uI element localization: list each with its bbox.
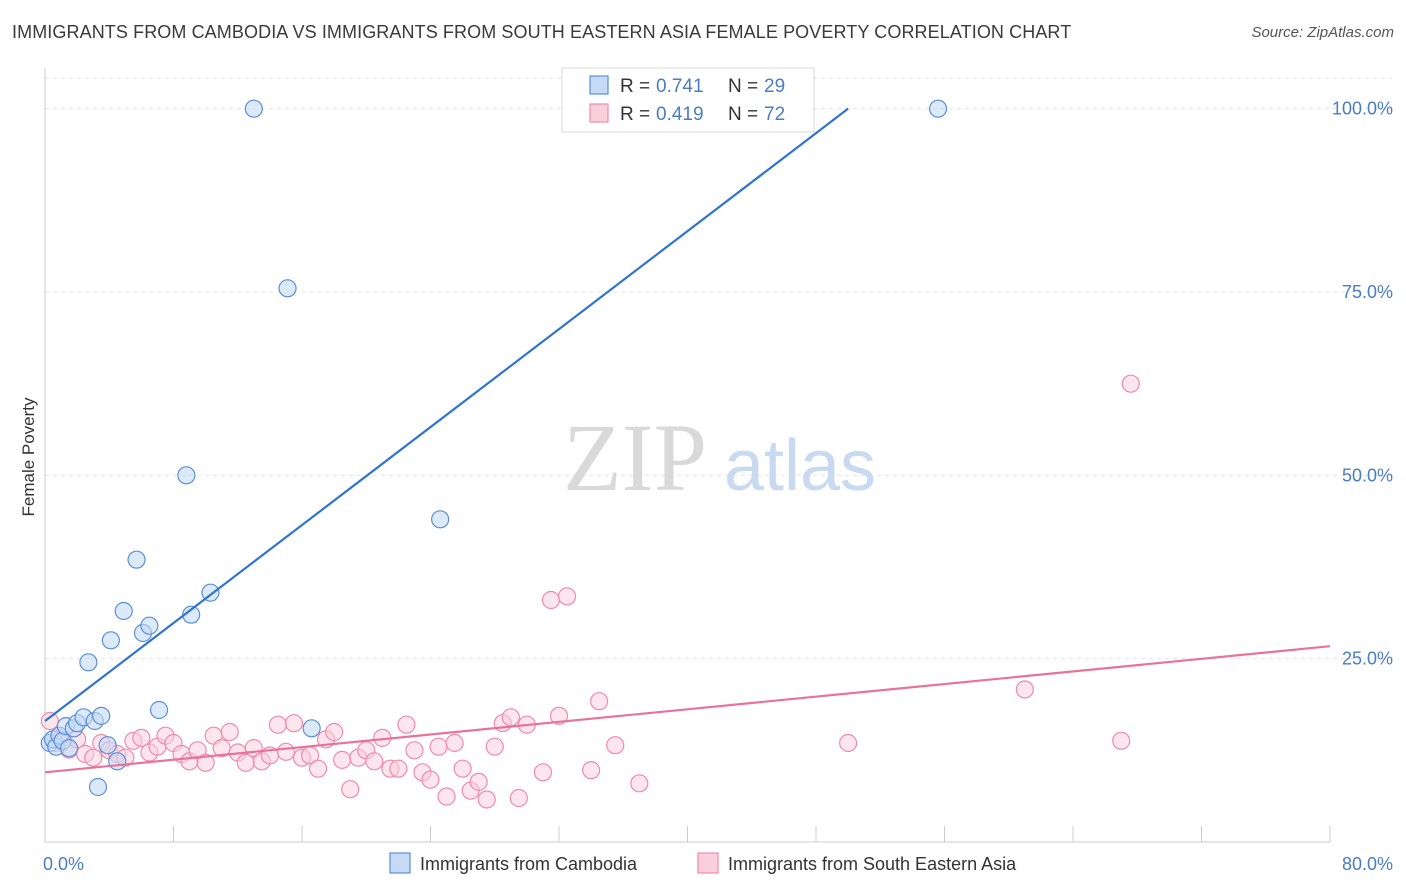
point-cambodia-25 — [244, 99, 263, 118]
trend-line-sea — [44, 645, 1331, 774]
chart-title: IMMIGRANTS FROM CAMBODIA VS IMMIGRANTS F… — [12, 22, 1072, 42]
y-tick-label-0: 25.0% — [1342, 649, 1393, 669]
point-sea-67 — [630, 774, 649, 793]
point-sea-38 — [341, 780, 360, 799]
point-sea-12 — [132, 728, 151, 747]
point-cambodia-16 — [108, 752, 127, 771]
point-cambodia-18 — [127, 550, 146, 569]
point-sea-0 — [40, 711, 59, 731]
legend-r-label-1: R = — [620, 76, 650, 97]
source-label: Source: ZipAtlas.com — [1251, 24, 1394, 41]
legend-swatch-pink — [589, 103, 609, 123]
point-sea-34 — [308, 759, 328, 778]
y-axis-title: Female Poverty — [19, 397, 38, 517]
point-sea-51 — [445, 733, 464, 753]
point-sea-61 — [533, 763, 553, 782]
point-sea-52 — [453, 759, 472, 778]
legend-r-value-1: 0.741 — [656, 76, 704, 97]
point-cambodia-10 — [79, 653, 98, 672]
point-sea-45 — [397, 715, 416, 734]
point-cambodia-15 — [114, 601, 133, 621]
point-sea-37 — [333, 750, 352, 769]
legend-n-label-2: N = — [728, 104, 758, 125]
watermark: ZIP atlas — [563, 404, 876, 511]
point-sea-49 — [429, 737, 448, 756]
point-sea-66 — [606, 736, 625, 755]
point-cambodia-17 — [98, 736, 117, 755]
point-cambodia-6 — [59, 739, 79, 758]
x-tick-label-1: 80.0% — [1342, 854, 1393, 874]
point-sea-63 — [549, 706, 569, 725]
x-tick-label-0: 0.0% — [43, 854, 84, 874]
y-tick-label-2: 75.0% — [1342, 282, 1393, 302]
point-sea-69 — [1015, 680, 1034, 699]
point-sea-30 — [276, 742, 296, 761]
y-tick-label-3: 100.0% — [1332, 99, 1393, 119]
point-sea-41 — [365, 752, 384, 771]
point-sea-68 — [839, 733, 858, 753]
point-sea-54 — [469, 772, 488, 791]
point-cambodia-28 — [431, 510, 450, 529]
point-sea-6 — [84, 748, 103, 767]
trend-lines — [44, 107, 1331, 774]
bottom-legend: Immigrants from Cambodia Immigrants from… — [389, 852, 1017, 874]
point-sea-55 — [477, 790, 496, 809]
watermark-zip: ZIP — [563, 404, 707, 511]
point-sea-48 — [421, 770, 440, 789]
point-sea-44 — [389, 759, 408, 778]
series-cambodia-points — [40, 99, 948, 797]
point-sea-71 — [1121, 374, 1140, 393]
point-sea-50 — [437, 787, 456, 806]
point-sea-36 — [325, 722, 344, 742]
y-tick-label-1: 50.0% — [1342, 465, 1393, 485]
legend-n-value-1: 29 — [764, 76, 785, 97]
legend-n-value-2: 72 — [764, 104, 785, 125]
bottom-legend-label-cambodia: Immigrants from Cambodia — [420, 854, 638, 874]
axes — [44, 68, 1331, 843]
tick-labels: 25.0% 50.0% 75.0% 100.0% 0.0% 80.0% — [43, 99, 1393, 874]
point-sea-23 — [220, 722, 239, 742]
point-sea-62 — [541, 590, 561, 610]
point-cambodia-12 — [92, 706, 111, 725]
legend-swatch-blue — [589, 75, 609, 95]
point-sea-64 — [557, 587, 577, 606]
point-sea-46 — [405, 741, 424, 760]
legend-r-label-2: R = — [620, 104, 650, 125]
point-sea-31 — [284, 714, 304, 733]
point-cambodia-27 — [302, 719, 321, 738]
point-sea-65 — [590, 692, 609, 711]
point-sea-72 — [582, 761, 601, 780]
point-sea-56 — [485, 737, 504, 756]
bottom-legend-swatch-sea — [697, 852, 719, 874]
point-cambodia-20 — [140, 616, 159, 635]
legend-r-value-2: 0.419 — [656, 104, 704, 125]
legend: R = 0.741 N = 29 R = 0.419 N = 72 — [561, 67, 815, 133]
bottom-legend-swatch-cambodia — [389, 852, 411, 874]
point-cambodia-29 — [928, 99, 948, 118]
watermark-atlas: atlas — [724, 426, 876, 506]
point-sea-29 — [268, 715, 288, 734]
series-south-eastern-asia-points — [40, 374, 1140, 809]
trend-line-cambodia — [44, 107, 849, 722]
point-cambodia-22 — [177, 466, 196, 485]
point-sea-59 — [509, 788, 528, 808]
point-sea-70 — [1112, 731, 1131, 750]
legend-n-label-1: N = — [728, 76, 758, 97]
point-cambodia-21 — [149, 700, 169, 720]
point-cambodia-26 — [278, 279, 297, 298]
point-cambodia-14 — [101, 631, 120, 650]
bottom-legend-label-sea: Immigrants from South Eastern Asia — [728, 854, 1017, 874]
point-sea-58 — [501, 708, 520, 727]
point-sea-20 — [196, 753, 215, 772]
point-cambodia-13 — [88, 777, 108, 797]
grid — [45, 77, 1392, 660]
